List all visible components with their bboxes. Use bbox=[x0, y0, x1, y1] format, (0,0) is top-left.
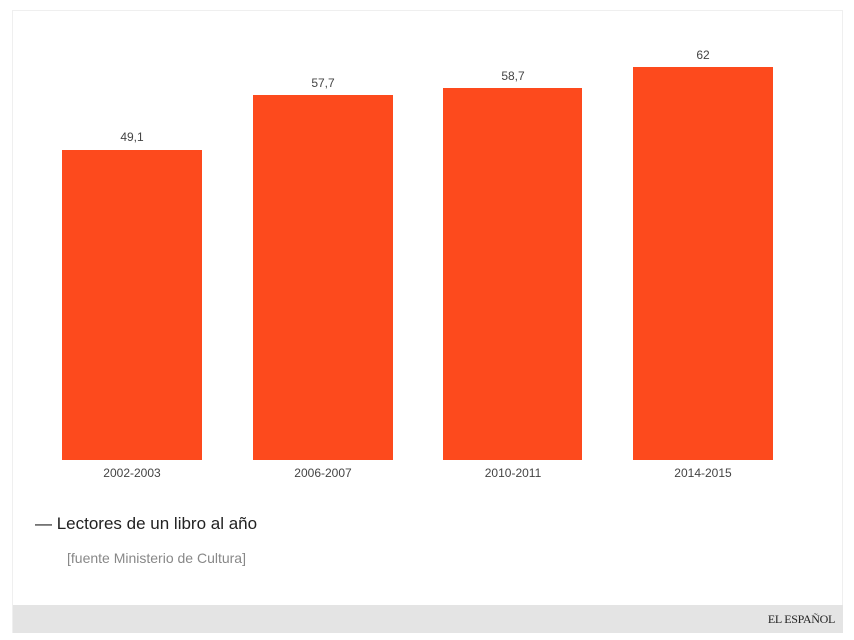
bar-2002-2003 bbox=[62, 150, 202, 460]
value-label: 49,1 bbox=[120, 130, 144, 144]
category-label: 2014-2015 bbox=[674, 466, 732, 480]
plot-area: 49,1 57,7 58,7 62 2002-2003 2006-2007 20… bbox=[62, 48, 773, 480]
bar-2006-2007 bbox=[253, 95, 393, 460]
brand-logo: EL ESPAÑOL bbox=[767, 612, 835, 626]
bar-2010-2011 bbox=[443, 88, 582, 460]
category-label: 2002-2003 bbox=[103, 466, 161, 480]
value-label: 57,7 bbox=[311, 76, 335, 90]
value-label: 58,7 bbox=[501, 69, 525, 83]
bar-2014-2015 bbox=[633, 67, 773, 460]
legend-label: — Lectores de un libro al año bbox=[35, 514, 258, 533]
footer-bar: EL ESPAÑOL bbox=[13, 605, 843, 633]
source-note: [fuente Ministerio de Cultura] bbox=[67, 550, 246, 566]
value-label: 62 bbox=[696, 48, 710, 62]
category-label: 2010-2011 bbox=[484, 466, 542, 480]
category-label: 2006-2007 bbox=[294, 466, 352, 480]
